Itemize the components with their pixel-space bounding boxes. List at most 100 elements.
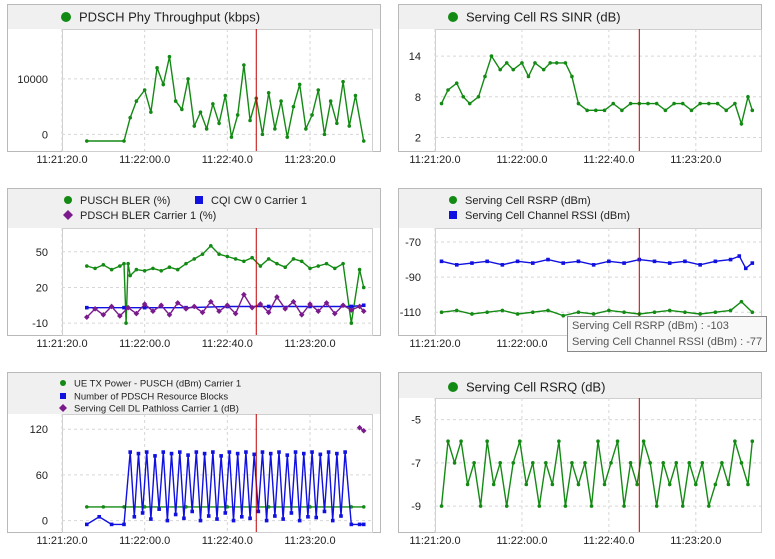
data-point [341,79,345,84]
data-point [470,261,474,265]
data-point [310,113,314,117]
data-point [186,77,190,81]
y-tick-label: 20 [36,282,48,294]
x-tick-label: 11:21:20.0 [36,338,87,350]
plot-area [435,398,762,533]
data-point [268,451,273,456]
x-tick-label: 11:22:00.0 [496,535,547,547]
data-point [343,450,347,454]
data-point [654,101,659,106]
data-point [108,303,115,310]
data-point [733,101,737,106]
data-point [273,127,277,131]
data-point [326,450,331,454]
data-point [308,266,312,271]
legend-label: Serving Cell DL Pathloss Carrier 1 (dB) [74,403,239,414]
data-point [141,301,148,307]
y-tick-label: -90 [405,272,421,284]
data-point [728,257,733,262]
data-point [231,518,236,523]
data-point [208,298,214,305]
data-point [515,259,520,264]
data-point [173,512,178,517]
data-point [323,300,330,306]
y-tick-label: -5 [411,415,421,427]
data-point [511,461,516,465]
chart-header [8,189,380,228]
data-point [316,88,321,92]
data-point [515,312,520,316]
x-tick-label: 11:22:00.0 [496,338,547,350]
data-point [452,461,457,465]
data-point [511,67,516,72]
data-point [265,309,272,316]
data-point [570,461,574,465]
data-point [533,61,537,65]
data-point [122,261,126,266]
data-point [349,304,354,309]
data-point [85,305,89,310]
data-point [335,121,339,126]
data-point [557,439,561,444]
data-point [257,301,264,307]
chart-panel-5: UE TX Power - PUSCH (dBm) Carrier 1 Numbe… [7,372,381,547]
chart-panel-6: Serving Cell RSRQ (dB) 11:21:20.0 11:22:00… [398,372,762,547]
data-point [498,461,503,465]
data-point [680,504,685,508]
data-point [720,461,724,465]
data-point [289,511,294,515]
data-point [439,101,444,106]
data-point [707,101,711,106]
data-point [667,261,672,265]
data-point [687,461,692,465]
data-point [332,310,338,317]
data-point [470,312,474,316]
data-point [175,267,180,272]
x-tick-label: 11:21:20.0 [36,535,87,547]
legend-marker [195,196,203,204]
data-point [663,108,668,113]
data-point [611,101,616,106]
data-point [117,313,123,319]
data-point [667,482,672,487]
data-point [524,482,529,487]
data-point [93,266,97,271]
data-point [85,522,89,527]
data-point [235,451,240,456]
data-point [153,454,157,458]
data-point [215,517,219,521]
x-tick-label: 11:21:20.0 [409,154,460,166]
data-point [594,108,598,113]
data-point [654,504,659,508]
data-point [454,308,459,313]
data-point [347,124,352,128]
data-point [361,505,366,509]
data-point [109,522,114,527]
data-point [561,261,566,265]
data-point [680,101,685,106]
data-point [333,266,337,271]
data-point [318,452,323,457]
data-point [698,101,702,106]
plot-area [62,228,373,336]
data-point [242,259,246,264]
data-point [576,101,581,106]
hover-tooltip: Serving Cell RSRP (dBm) : -103 Serving C… [567,316,768,352]
data-point [340,302,346,309]
data-point [504,61,509,65]
data-point [330,518,335,523]
legend-marker [448,12,458,22]
data-point [472,461,476,465]
data-point [360,427,367,434]
legend-label: Serving Cell RS SINR (dB) [466,10,621,25]
data-point [446,439,450,444]
data-point [583,461,587,465]
data-point [217,121,221,126]
data-point [737,254,742,258]
data-point [576,259,581,264]
data-point [285,135,290,139]
data-point [546,308,550,313]
data-point [298,311,305,318]
data-point [683,310,687,314]
data-point [648,461,652,465]
